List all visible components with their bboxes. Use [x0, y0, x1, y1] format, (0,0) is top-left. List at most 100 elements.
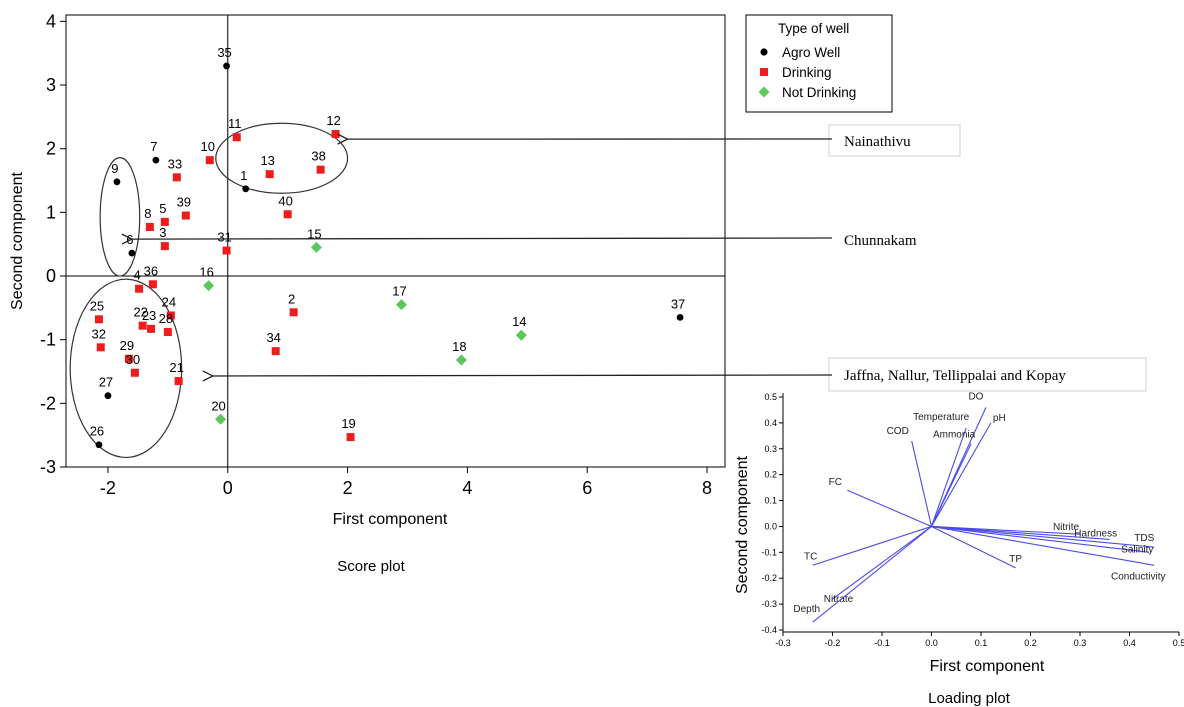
loading-y-tick-label: -0.1	[761, 547, 777, 557]
loading-x-axis-label: First component	[930, 658, 1045, 675]
annotation-arrow-jaffna-nallur-tellippalai-and-kopay	[213, 375, 833, 376]
point-drinking-25	[94, 315, 103, 324]
point-not-drinking-15	[310, 241, 322, 253]
score-annotations: Nainathivu Chunnakam Jaffna, Nallur, Tel…	[132, 124, 1147, 392]
score-y-ticks: -3 -2 -1 0 1 2 3 4	[40, 11, 66, 477]
point-drinking-31	[222, 246, 231, 255]
loading-vector-fc	[847, 489, 932, 527]
score-legend: Type of well Agro Well Drinking Not Drinki…	[745, 14, 893, 113]
point-agro-well-26-label: 26	[90, 424, 104, 439]
score-y-tick-label: -2	[40, 393, 56, 413]
point-not-drinking-15-label: 15	[307, 226, 321, 241]
point-agro-well-1-label: 1	[240, 168, 247, 183]
loading-y-tick-label: 0.3	[764, 444, 777, 454]
loading-vector-label-nitrite: Nitrite	[1053, 522, 1080, 533]
point-drinking-29	[124, 354, 133, 363]
point-drinking-29-label: 29	[120, 338, 134, 353]
point-drinking-23	[147, 324, 156, 333]
score-plot-frame	[65, 14, 726, 468]
loading-vector-label-tp: TP	[1009, 554, 1022, 565]
score-plot-caption: Score plot	[337, 558, 405, 575]
loading-y-tick-label: -0.3	[761, 599, 777, 609]
loading-y-tick-label: 0.2	[764, 470, 777, 480]
point-drinking-32-label: 32	[92, 326, 106, 341]
loading-vector-label-ph: pH	[993, 413, 1006, 424]
loading-vector-label-temperature: Temperature	[913, 412, 970, 423]
loading-vector-salinity	[931, 525, 1150, 553]
ellipse-chunnakam-group	[99, 157, 141, 277]
score-reference-lines	[66, 15, 725, 467]
legend-box	[745, 14, 893, 113]
loading-vector-ammonia	[931, 443, 972, 527]
score-y-axis-label: Second component	[9, 172, 26, 310]
point-drinking-19	[346, 433, 355, 442]
point-drinking-33-label: 33	[168, 156, 182, 171]
score-y-tick-label: -1	[40, 330, 56, 350]
score-x-tick-label: 2	[343, 478, 353, 498]
point-agro-well-9-label: 9	[111, 161, 118, 176]
point-drinking-2-label: 2	[288, 291, 295, 306]
loading-vector-label-do: DO	[968, 391, 983, 402]
annotation-chunnakam: Chunnakam	[844, 233, 917, 249]
point-drinking-4-label: 4	[133, 268, 140, 283]
loading-vector-label-hardness: Hardness	[1074, 528, 1117, 539]
loading-x-tick-label: 0.1	[975, 638, 988, 648]
point-drinking-21	[174, 377, 183, 386]
point-agro-well-37	[676, 313, 684, 321]
loading-vector-hardness	[931, 525, 1110, 540]
legend-label-agro-well: Agro Well	[782, 45, 840, 60]
point-not-drinking-14	[515, 329, 527, 341]
point-drinking-8	[145, 222, 154, 231]
point-agro-well-35-label: 35	[217, 45, 231, 60]
point-not-drinking-16	[203, 280, 215, 292]
point-drinking-23-label: 23	[142, 308, 156, 323]
loading-vector-nitrate	[832, 526, 932, 600]
loading-vector-tds	[931, 525, 1155, 548]
point-drinking-4	[135, 284, 144, 293]
point-drinking-38-label: 38	[311, 149, 325, 164]
point-drinking-32	[96, 343, 105, 352]
legend-marker-agro-well	[760, 48, 768, 56]
loading-vector-cod	[911, 440, 933, 527]
point-drinking-12-label: 12	[326, 113, 340, 128]
point-drinking-11-label: 11	[228, 116, 242, 131]
point-drinking-25-label: 25	[90, 298, 104, 313]
point-drinking-19-label: 19	[341, 416, 355, 431]
point-drinking-28	[163, 328, 172, 337]
score-y-tick-label: 3	[46, 75, 56, 95]
loading-y-tick-label: 0.1	[764, 496, 777, 506]
point-agro-well-1	[242, 185, 250, 193]
loading-vector-conductivity	[931, 525, 1155, 566]
loading-vector-label-fc: FC	[829, 477, 842, 488]
score-x-tick-label: 4	[462, 478, 472, 498]
point-agro-well-6	[128, 249, 136, 257]
point-not-drinking-20-label: 20	[211, 398, 225, 413]
point-drinking-33	[172, 173, 181, 182]
score-x-tick-label: -2	[100, 478, 116, 498]
loading-vector-label-salinity: Salinity	[1121, 544, 1153, 555]
point-drinking-39	[181, 211, 190, 220]
point-agro-well-27	[104, 392, 112, 400]
score-y-tick-label: -3	[40, 457, 56, 477]
loading-x-tick-label: 0.3	[1074, 638, 1087, 648]
ellipse-nainathivu-group	[215, 122, 349, 194]
point-drinking-10-label: 10	[201, 139, 215, 154]
loading-y-tick-label: -0.4	[761, 625, 777, 635]
loading-y-tick-label: 0.0	[764, 521, 777, 531]
point-drinking-8-label: 8	[144, 206, 151, 221]
point-not-drinking-18	[455, 354, 467, 366]
score-x-tick-label: 6	[582, 478, 592, 498]
loading-vector-depth	[812, 526, 932, 623]
point-drinking-3	[160, 242, 169, 251]
point-drinking-31-label: 31	[217, 230, 231, 245]
loading-vector-label-nitrate: Nitrate	[824, 594, 854, 605]
score-x-tick-label: 8	[702, 478, 712, 498]
legend-title: Type of well	[778, 21, 849, 36]
point-drinking-30	[130, 368, 139, 377]
loading-x-tick-label: -0.3	[775, 638, 791, 648]
loading-vector-ph	[931, 422, 992, 527]
point-drinking-38	[316, 165, 325, 174]
point-drinking-24	[166, 311, 175, 320]
